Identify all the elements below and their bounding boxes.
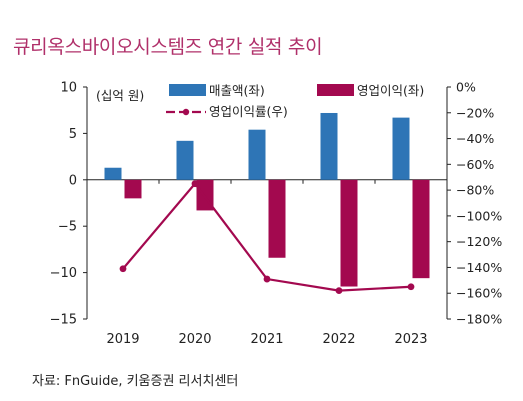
y-left-tick-label: 10 [60, 81, 77, 96]
axes: 10 5 0 −5 −10 −15 0% −20% −40% −60% −80% −100% −120%… [50, 80, 503, 348]
legend-swatch-operating-profit [317, 84, 354, 96]
bar-revenue [104, 167, 122, 180]
y-right-tick-label: −180% [456, 312, 502, 327]
y-right-tick-label: −60% [456, 157, 494, 172]
line-point [263, 275, 271, 283]
line-operating-margin [122, 181, 412, 292]
y-left-tick-label: −10 [50, 266, 77, 281]
legend-marker-margin [182, 108, 190, 116]
bar-revenue [320, 112, 338, 180]
line-point [407, 283, 415, 291]
line-series [119, 180, 415, 295]
y-left-tick-label: 5 [69, 127, 77, 142]
bar-revenue [392, 117, 410, 180]
x-tick-label: 2019 [106, 332, 139, 347]
y-right-tick-label: −120% [456, 234, 502, 249]
line-point [335, 287, 343, 295]
bar-operating-profit [124, 179, 142, 199]
bar-operating-profit [412, 179, 430, 279]
chart-title: 큐리옥스바이오시스템즈 연간 실적 추이 [13, 36, 323, 58]
source-note: 자료: FnGuide, 키움증권 리서치센터 [32, 374, 239, 389]
y-right-tick-label: 0% [456, 80, 476, 95]
legend-label-revenue: 매출액(좌) [209, 83, 265, 98]
bar-revenue [248, 129, 266, 180]
y-right-tick-label: −140% [456, 260, 502, 275]
y-right-tick-label: −160% [456, 286, 502, 301]
x-tick-label: 2020 [178, 332, 211, 347]
bar-operating-profit [340, 179, 358, 287]
bar-operating-profit [268, 179, 286, 258]
legend-label-margin: 영업이익률(우) [209, 104, 288, 119]
y-unit-label: (십억 원) [96, 88, 144, 103]
bars [104, 112, 430, 287]
bar-revenue [176, 140, 194, 180]
y-right-tick-label: −80% [456, 183, 494, 198]
x-tick-label: 2023 [394, 332, 427, 347]
y-right-tick-label: −20% [456, 105, 494, 120]
y-left-tick-label: −5 [58, 220, 77, 235]
legend-label-operating-profit: 영업이익(좌) [357, 83, 424, 98]
line-point [119, 265, 127, 273]
legend-swatch-revenue [169, 84, 206, 96]
y-right-tick-label: −40% [456, 131, 494, 146]
x-tick-label: 2022 [322, 332, 355, 347]
y-left-tick-label: −15 [50, 313, 77, 328]
y-right-tick-label: −100% [456, 208, 502, 223]
legend: 매출액(좌) 영업이익(좌) 영업이익률(우) [166, 83, 424, 119]
line-point [191, 180, 199, 188]
x-tick-label: 2021 [250, 332, 283, 347]
y-left-tick-label: 0 [69, 173, 77, 188]
